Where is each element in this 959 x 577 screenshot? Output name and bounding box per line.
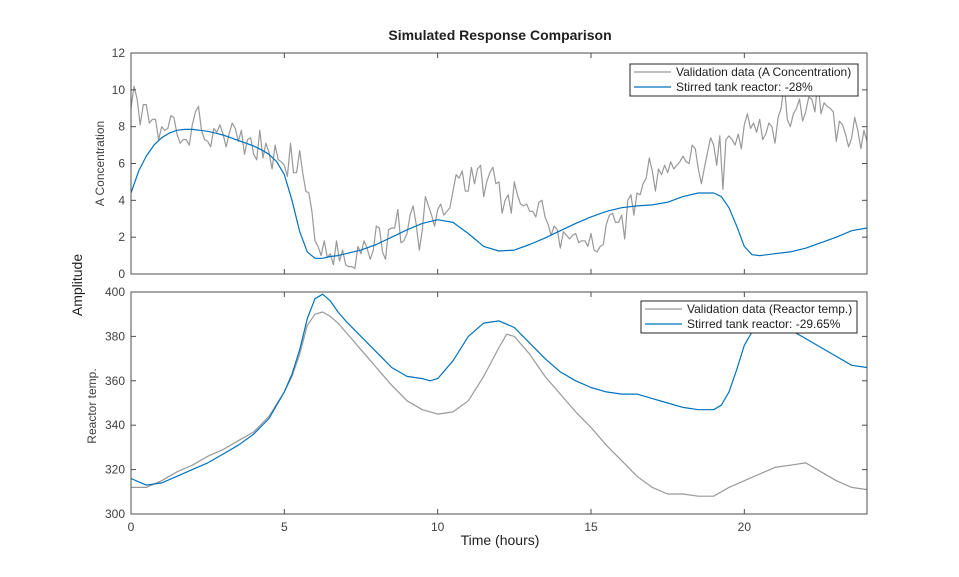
y-axis-label-a-concentration: A Concentration bbox=[93, 121, 107, 206]
legend-a-concentration: Validation data (A Concentration) Stirre… bbox=[629, 63, 859, 97]
legend-box bbox=[629, 63, 859, 97]
legend-entry-validation: Validation data (Reactor temp.) bbox=[687, 302, 852, 316]
subplot-a-concentration: A Concentration 0 2 4 6 8 10 12 Validation dat… bbox=[93, 46, 868, 281]
x-axis-label: Time (hours) bbox=[461, 532, 540, 548]
axes-frame bbox=[130, 291, 868, 515]
series-group bbox=[131, 80, 867, 270]
legend-reactor-temp: Validation data (Reactor temp.) Stirred … bbox=[640, 300, 858, 334]
legend-entry-validation: Validation data (A Concentration) bbox=[676, 65, 851, 79]
x-tick-label: 10 bbox=[431, 520, 445, 534]
legend-box bbox=[640, 300, 858, 334]
series-group bbox=[131, 293, 867, 497]
series-line-validation bbox=[131, 80, 867, 270]
legend-entry-model: Stirred tank reactor: -28% bbox=[676, 80, 813, 94]
x-tick-label: 0 bbox=[128, 520, 135, 534]
y-tick-label: 0 bbox=[118, 267, 125, 281]
y-tick-label: 10 bbox=[112, 83, 126, 97]
y-tick-label: 300 bbox=[105, 507, 125, 521]
series-line-model bbox=[131, 293, 867, 486]
y-tick-label: 2 bbox=[118, 230, 125, 244]
y-tick-label: 4 bbox=[118, 193, 125, 207]
x-tick-label: 5 bbox=[281, 520, 288, 534]
subplot-reactor-temp: Reactor temp. 300 320 340 360 380 400 0 5 10 15 20… bbox=[85, 285, 868, 534]
y-tick-label: 380 bbox=[105, 329, 125, 343]
y-tick-label: 6 bbox=[118, 157, 125, 171]
x-tick-label: 20 bbox=[738, 520, 752, 534]
y-axis-label-reactor-temp: Reactor temp. bbox=[85, 368, 99, 443]
y-tick-label: 340 bbox=[105, 418, 125, 432]
y-tick-label: 400 bbox=[105, 285, 125, 299]
series-line-model bbox=[131, 128, 867, 259]
y-tick-label: 320 bbox=[105, 463, 125, 477]
tick-group: 0 2 4 6 8 10 12 bbox=[112, 46, 867, 281]
y-tick-label: 360 bbox=[105, 374, 125, 388]
shared-y-axis-label: Amplitude bbox=[69, 254, 85, 316]
tick-group: 300 320 340 360 380 400 0 5 10 15 20 bbox=[105, 285, 867, 534]
y-tick-label: 8 bbox=[118, 120, 125, 134]
series-line-validation bbox=[131, 311, 867, 497]
legend-entry-model: Stirred tank reactor: -29.65% bbox=[687, 317, 841, 331]
y-tick-label: 12 bbox=[112, 46, 126, 60]
x-tick-label: 15 bbox=[584, 520, 598, 534]
chart-title: Simulated Response Comparison bbox=[388, 27, 611, 43]
